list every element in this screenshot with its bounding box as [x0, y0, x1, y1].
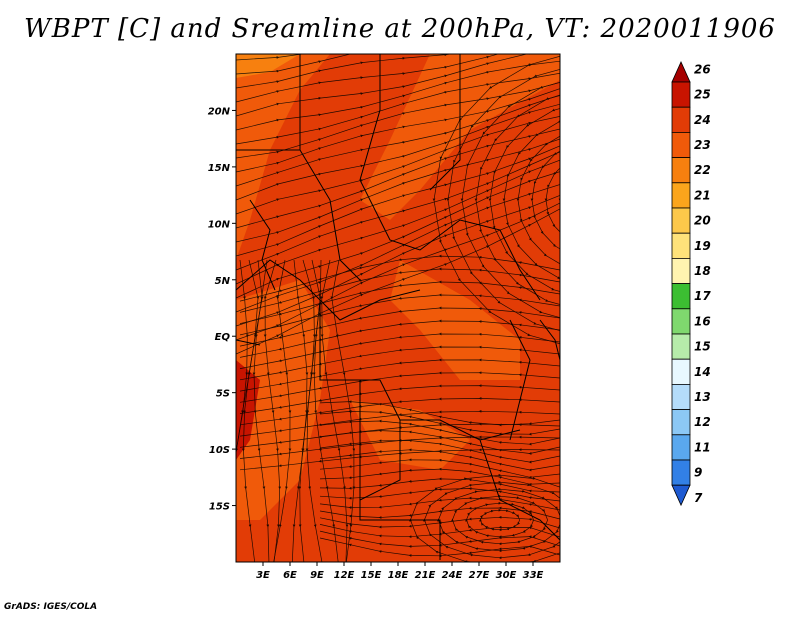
colorbar-label: 19 — [694, 239, 711, 253]
colorbar-swatch — [671, 157, 691, 184]
colorbar-swatch — [671, 409, 691, 436]
latitude-axis: 20N 15N 10N 5N EQ 5S 10S 15S — [208, 106, 236, 513]
colorbar-label: 17 — [694, 289, 711, 303]
warm-band-north — [236, 54, 330, 260]
lat-tick-label: 15N — [208, 163, 231, 174]
colorbar-label: 25 — [694, 88, 711, 102]
colorbar-label: 12 — [694, 415, 711, 429]
colorbar-label: 7 — [694, 491, 703, 505]
colorbar-swatch — [671, 333, 691, 360]
colorbar-label: 22 — [694, 163, 711, 177]
map-panel — [235, 53, 561, 563]
colorbar-label: 20 — [694, 214, 711, 228]
streamline-north — [236, 54, 532, 61]
colorbar-swatch — [671, 182, 691, 209]
country-borders — [236, 54, 560, 560]
colorbar-label: 21 — [694, 188, 711, 202]
lon-tick-label: 9E — [310, 570, 324, 581]
colorbar-swatch — [671, 207, 691, 234]
colorbar-label: 18 — [694, 264, 711, 278]
colorbar: 26 25 24 23 22 21 20 19 18 17 16 15 14 13 12 11 9 7 — [671, 61, 711, 507]
colorbar-swatch — [671, 283, 691, 310]
colorbar-label: 14 — [694, 365, 711, 379]
colorbar-swatch — [671, 383, 691, 410]
colorbar-label: 15 — [694, 340, 711, 354]
lat-tick-label: 5N — [215, 276, 231, 287]
lon-tick-label: 21E — [415, 570, 436, 581]
lat-tick-label: 10N — [208, 219, 231, 230]
colorbar-label: 26 — [694, 62, 711, 76]
colorbar-bottom-arrow — [671, 484, 691, 507]
lon-tick-label: 3E — [256, 570, 270, 581]
lat-tick-label: 15S — [209, 502, 230, 513]
colorbar-swatch — [671, 459, 691, 486]
colorbar-swatch — [671, 131, 691, 158]
colorbar-swatch — [671, 232, 691, 259]
streamline-west — [273, 259, 292, 562]
lon-tick-label: 12E — [334, 570, 355, 581]
colorbar-swatch — [671, 358, 691, 385]
streamline-arc — [558, 165, 560, 234]
colorbar-swatch — [671, 257, 691, 284]
lat-tick-label: EQ — [215, 332, 231, 343]
lat-tick-label: 20N — [208, 106, 231, 117]
colorbar-label: 9 — [694, 466, 702, 480]
lon-tick-label: 30E — [496, 570, 517, 581]
colorbar-swatch — [671, 106, 691, 133]
colorbar-label: 24 — [694, 113, 711, 127]
longitude-axis: 3E 6E 9E 12E 15E 18E 21E 24E 27E 30E 33E — [256, 562, 544, 581]
grads-credit: GrADS: IGES/COLA — [4, 602, 98, 612]
colorbar-label: 16 — [694, 314, 711, 328]
lon-tick-label: 27E — [469, 570, 490, 581]
lat-tick-label: 10S — [209, 445, 230, 456]
lat-tick-label: 5S — [216, 389, 230, 400]
lon-tick-label: 15E — [361, 570, 382, 581]
lon-tick-label: 18E — [388, 570, 409, 581]
map-title: WBPT [C] and Sreamline at 200hPa, VT: 20… — [24, 14, 776, 44]
colorbar-label: 13 — [694, 390, 711, 404]
lon-tick-label: 6E — [283, 570, 297, 581]
lon-tick-label: 33E — [523, 570, 544, 581]
colorbar-swatch — [671, 434, 691, 461]
colorbar-swatch — [671, 308, 691, 335]
colorbar-label: 11 — [694, 440, 711, 454]
colorbar-label: 23 — [694, 138, 711, 152]
lon-tick-label: 24E — [442, 570, 463, 581]
colorbar-top-arrow — [671, 61, 691, 83]
colorbar-swatch — [671, 81, 691, 108]
